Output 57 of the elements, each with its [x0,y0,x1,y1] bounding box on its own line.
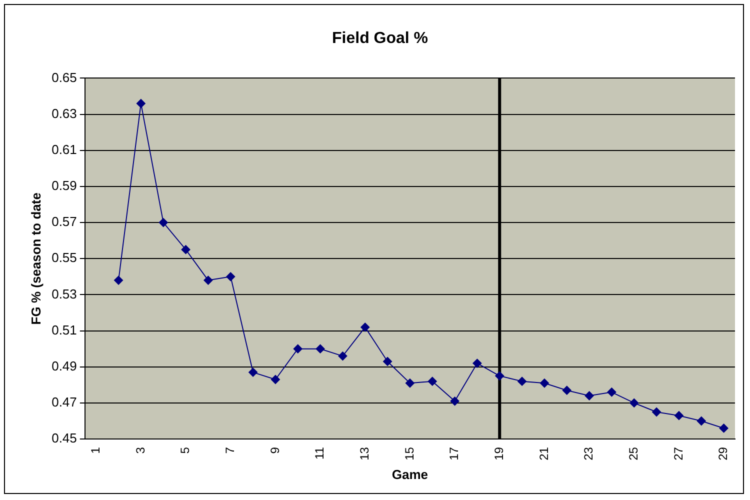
y-tick-label: 0.63 [52,106,77,121]
point [204,276,213,285]
y-tick-label: 0.47 [52,394,77,410]
point [495,371,504,380]
y-tick-label: 0.65 [52,70,77,85]
y-tick-label: 0.59 [52,178,77,194]
x-tick-label: 21 [536,446,551,460]
x-tick-label: 5 [178,446,192,454]
point [518,376,527,386]
y-axis-title: FG % (season to date [28,192,44,325]
x-tick-label: 27 [671,446,686,460]
y-tick-label: 0.45 [52,430,77,446]
point [562,386,572,395]
point [450,396,460,406]
point [584,391,594,400]
x-tick-label: 9 [268,446,282,454]
point [270,375,280,384]
y-tick-label: 0.51 [52,322,77,338]
point [472,358,482,368]
x-tick-label: 23 [582,446,596,460]
point [674,411,684,420]
point [719,424,728,433]
point [652,407,662,416]
x-tick-label: 19 [492,446,506,460]
point [696,416,706,426]
point [360,322,370,332]
x-tick-label: 7 [222,446,237,454]
point [226,272,236,282]
point [316,344,325,354]
point [158,218,168,228]
x-tick-label: 17 [447,446,462,460]
point [181,245,190,254]
y-tick-label: 0.49 [52,358,77,374]
point [428,376,437,386]
x-tick-label: 1 [88,446,102,454]
point [630,398,639,408]
y-tick-label: 0.53 [52,286,77,302]
x-tick-label: 15 [402,446,416,460]
point [114,276,124,285]
point [540,378,549,388]
y-tick-label: 0.61 [52,142,77,157]
x-tick-label: 3 [133,446,148,454]
x-axis-title: Game [392,466,428,482]
x-tick-label: 25 [626,446,640,460]
y-tick-label: 0.57 [52,214,77,230]
x-tick-label: 11 [312,446,327,460]
point [338,352,348,361]
point [248,368,258,377]
point [136,98,146,108]
point [293,344,302,354]
x-tick-label: 13 [357,446,372,460]
point [607,388,616,397]
y-tick-label: 0.55 [52,250,77,266]
x-tick-label: 29 [716,446,730,460]
point [383,356,392,366]
chart-title: Field Goal % [332,30,428,48]
point [405,378,414,388]
